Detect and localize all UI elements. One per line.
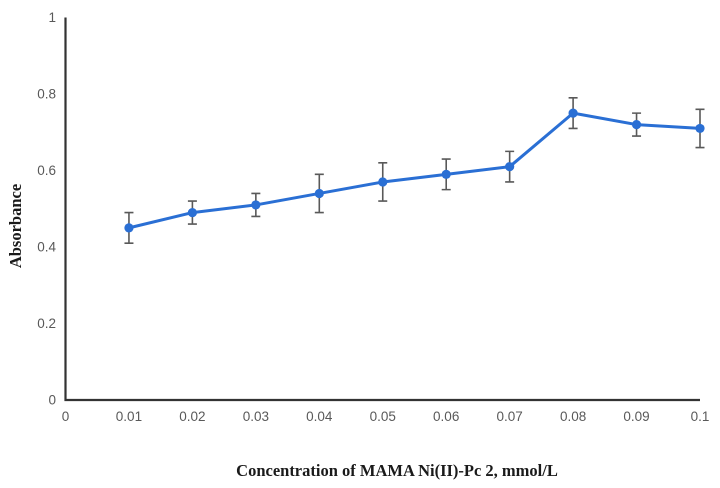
data-point-marker bbox=[568, 108, 578, 118]
x-tick-label: 0.03 bbox=[243, 409, 269, 424]
axis-lines bbox=[64, 17, 700, 402]
y-tick-label: 0.4 bbox=[37, 240, 56, 255]
x-tick-label: 0 bbox=[62, 409, 70, 424]
x-tick-label: 0.06 bbox=[433, 409, 459, 424]
x-tick-label: 0.04 bbox=[306, 409, 333, 424]
data-point-marker bbox=[251, 200, 261, 210]
x-tick-label: 0.02 bbox=[179, 409, 205, 424]
y-tick-label: 0.8 bbox=[37, 87, 56, 102]
data-point-marker bbox=[441, 169, 451, 179]
x-axis-title: Concentration of MAMA Ni(II)-Pc 2, mmol/… bbox=[236, 461, 558, 480]
data-point-marker bbox=[124, 223, 134, 233]
y-tick-label: 1 bbox=[48, 10, 56, 25]
y-tick-label: 0.6 bbox=[37, 163, 56, 178]
data-point-marker bbox=[505, 162, 515, 172]
x-tick-label: 0.09 bbox=[623, 409, 649, 424]
series-markers bbox=[124, 108, 705, 233]
data-point-marker bbox=[187, 207, 197, 218]
data-point-marker bbox=[631, 120, 642, 130]
x-tick-label: 0.07 bbox=[497, 409, 523, 424]
y-tick-label: 0 bbox=[48, 393, 56, 408]
y-axis-title: Absorbance bbox=[6, 183, 25, 269]
y-tick-label: 0.2 bbox=[37, 316, 56, 331]
x-axis-tick-labels: 0 0.01 0.02 0.03 0.04 0.05 0.06 0.07 0.08 0.09 0.1 bbox=[62, 409, 710, 424]
error-bars bbox=[124, 97, 705, 244]
series-line bbox=[127, 111, 702, 230]
y-axis-tick-labels: 0 0.2 0.4 0.6 0.8 1 bbox=[37, 10, 56, 408]
x-tick-label: 0.05 bbox=[370, 409, 396, 424]
x-tick-label: 0.1 bbox=[691, 409, 710, 424]
x-tick-label: 0.01 bbox=[116, 409, 142, 424]
data-point-marker bbox=[378, 177, 388, 187]
data-point-marker bbox=[695, 123, 705, 134]
data-point-marker bbox=[314, 188, 324, 199]
x-tick-label: 0.08 bbox=[560, 409, 586, 424]
